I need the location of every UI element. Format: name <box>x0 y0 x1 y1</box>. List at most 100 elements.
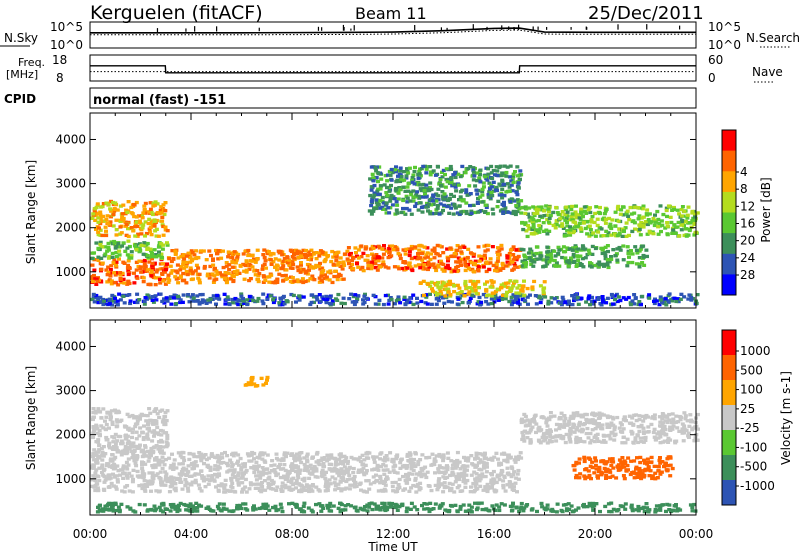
heatmap-cell <box>190 257 195 261</box>
heatmap-cell <box>287 263 292 267</box>
heatmap-cell <box>361 466 366 470</box>
heatmap-cell <box>405 167 409 171</box>
heatmap-cell <box>486 195 491 199</box>
heatmap-cell <box>158 208 163 212</box>
nsky-line <box>90 27 696 34</box>
heatmap-cell <box>161 233 166 237</box>
heatmap-cell <box>612 294 617 298</box>
heatmap-cell <box>118 450 123 454</box>
heatmap-cell <box>164 266 169 270</box>
heatmap-cell <box>199 452 204 456</box>
heatmap-cell <box>639 220 644 225</box>
heatmap-cell <box>303 279 308 284</box>
heatmap-cell <box>615 415 620 420</box>
heatmap-cell <box>625 209 630 213</box>
heatmap-cell <box>397 477 402 482</box>
heatmap-cell <box>578 218 583 222</box>
heatmap-cell <box>421 182 426 187</box>
heatmap-cell <box>517 207 522 211</box>
heatmap-cell <box>425 470 430 474</box>
heatmap-cell <box>260 299 265 303</box>
heatmap-cell <box>160 455 165 459</box>
heatmap-cell <box>571 411 576 415</box>
heatmap-cell <box>449 270 454 274</box>
heatmap-cell <box>645 222 650 227</box>
heatmap-cell <box>469 485 473 489</box>
heatmap-cell <box>374 479 379 483</box>
heatmap-cell <box>393 480 398 485</box>
heatmap-cell <box>457 212 462 216</box>
heatmap-cell <box>264 471 269 475</box>
heatmap-cell <box>652 299 656 303</box>
heatmap-cell <box>293 481 298 486</box>
heatmap-cell <box>637 262 642 266</box>
heatmap-cell <box>195 455 200 459</box>
heatmap-cell <box>325 297 330 301</box>
heatmap-cell <box>454 265 459 270</box>
heatmap-cell <box>225 488 230 493</box>
heatmap-cell <box>567 419 572 423</box>
heatmap-cell <box>190 272 195 276</box>
heatmap-cell <box>489 171 494 175</box>
heatmap-cell <box>191 270 195 274</box>
heatmap-cell <box>287 258 292 262</box>
heatmap-cell <box>162 301 167 305</box>
heatmap-cell <box>342 263 347 267</box>
heatmap-cell <box>114 418 119 422</box>
heatmap-cell <box>378 265 383 269</box>
heatmap-cell <box>110 420 115 424</box>
heatmap-cell <box>638 225 643 229</box>
heatmap-cell <box>155 211 160 215</box>
heatmap-cell <box>484 269 489 274</box>
heatmap-cell <box>410 178 415 182</box>
heatmap-cell <box>471 168 476 172</box>
heatmap-cell <box>201 249 206 253</box>
heatmap-cell <box>393 170 398 174</box>
heatmap-cell <box>548 411 553 415</box>
heatmap-cell <box>91 425 96 429</box>
heatmap-cell <box>121 464 126 468</box>
heatmap-cell <box>604 229 609 233</box>
heatmap-cell <box>121 277 126 281</box>
heatmap-cell <box>462 478 466 482</box>
heatmap-cell <box>175 271 180 275</box>
heatmap-cell <box>199 469 204 473</box>
heatmap-cell <box>384 249 389 253</box>
heatmap-cell <box>413 195 418 199</box>
heatmap-cell <box>657 221 662 225</box>
heatmap-cell <box>637 265 642 269</box>
heatmap-cell <box>625 245 630 249</box>
heatmap-cell <box>223 302 228 306</box>
heatmap-cell <box>96 258 101 262</box>
heatmap-cell <box>283 468 288 473</box>
heatmap-cell <box>222 487 227 491</box>
heatmap-cell <box>541 433 546 437</box>
heatmap-cell <box>335 277 340 282</box>
heatmap-cell <box>682 209 687 214</box>
heatmap-cell <box>170 269 175 273</box>
heatmap-cell <box>502 203 506 208</box>
heatmap-cell <box>557 264 562 268</box>
heatmap-cell <box>318 261 322 266</box>
heatmap-cell <box>170 452 174 456</box>
heatmap-cell <box>494 185 499 190</box>
heatmap-cell <box>159 255 164 259</box>
heatmap-cell <box>199 489 204 493</box>
heatmap-cell <box>207 249 212 253</box>
heatmap-cell <box>468 192 473 196</box>
heatmap-cell <box>162 431 167 435</box>
heatmap-cell <box>446 290 451 294</box>
heatmap-cell <box>252 257 256 261</box>
heatmap-cell <box>160 408 165 412</box>
heatmap-cell <box>241 462 246 466</box>
colorbar-tick-label: 16 <box>740 217 755 231</box>
heatmap-cell <box>356 470 361 474</box>
heatmap-cell <box>261 264 265 268</box>
heatmap-cell <box>390 244 395 248</box>
heatmap-cell <box>126 279 131 283</box>
heatmap-cell <box>391 248 396 252</box>
heatmap-cell <box>132 214 137 219</box>
heatmap-cell <box>665 232 670 236</box>
heatmap-cell <box>445 451 450 455</box>
heatmap-cell <box>379 464 383 469</box>
